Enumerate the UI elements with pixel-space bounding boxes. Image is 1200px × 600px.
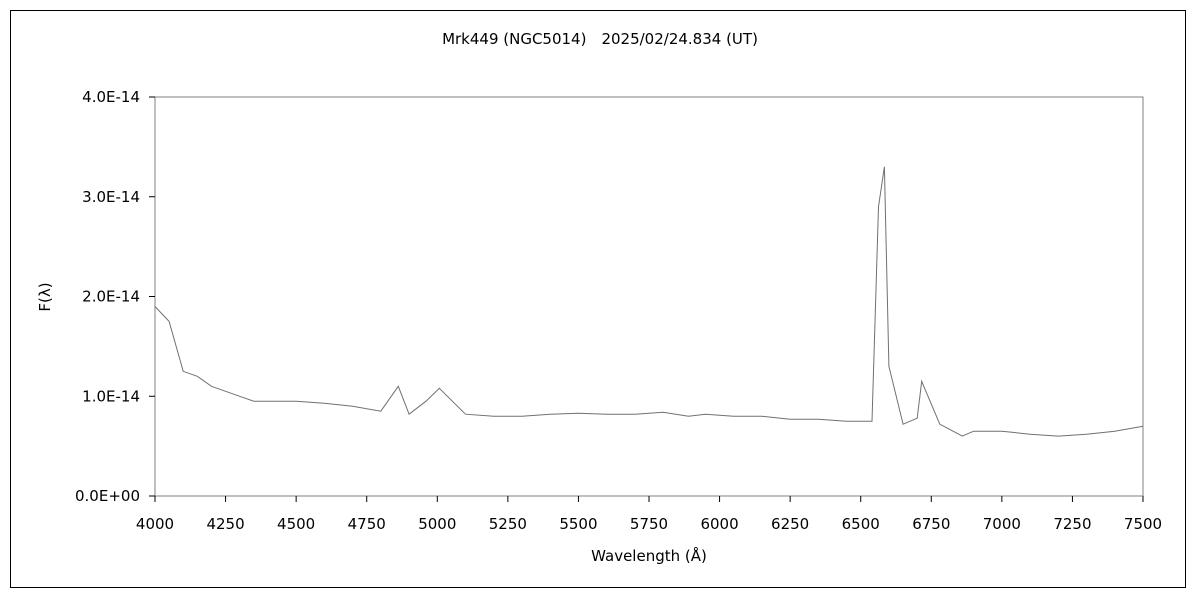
x-tick-label: 4500 bbox=[277, 515, 315, 533]
series-layer bbox=[154, 166, 1144, 437]
y-tick-label: 0.0E+00 bbox=[75, 487, 140, 505]
x-tick-label: 7000 bbox=[983, 515, 1021, 533]
y-tick-label: 1.0E-14 bbox=[82, 387, 140, 405]
x-tick-label: 7500 bbox=[1124, 515, 1162, 533]
x-tick-label: 4000 bbox=[136, 515, 174, 533]
chart-title: Mrk449 (NGC5014) 2025/02/24.834 (UT) bbox=[442, 30, 758, 48]
x-tick-label: 6250 bbox=[771, 515, 809, 533]
y-tick-label: 2.0E-14 bbox=[82, 288, 140, 306]
x-tick-label: 6750 bbox=[912, 515, 950, 533]
x-tick-label: 4250 bbox=[206, 515, 244, 533]
x-axis-label: Wavelength (Å) bbox=[591, 546, 707, 565]
chart-frame bbox=[10, 10, 1186, 588]
x-tick-label: 4750 bbox=[348, 515, 386, 533]
axis-ticks: 4000 4250 4500 4750 5000 5250 5500 5750 6000 6250… bbox=[75, 88, 1162, 533]
x-tick-label: 5750 bbox=[630, 515, 668, 533]
x-tick-label: 7250 bbox=[1053, 515, 1091, 533]
x-tick-label: 5250 bbox=[489, 515, 527, 533]
y-tick-label: 3.0E-14 bbox=[82, 188, 140, 206]
x-tick-label: 6500 bbox=[842, 515, 880, 533]
x-tick-label: 6000 bbox=[700, 515, 738, 533]
y-tick-label: 4.0E-14 bbox=[82, 88, 140, 106]
spectrum-series-line bbox=[154, 166, 1144, 437]
x-tick-label: 5000 bbox=[418, 515, 456, 533]
y-axis-label: F(λ) bbox=[36, 282, 54, 311]
plot-area bbox=[154, 96, 1144, 497]
x-tick-label: 5500 bbox=[559, 515, 597, 533]
